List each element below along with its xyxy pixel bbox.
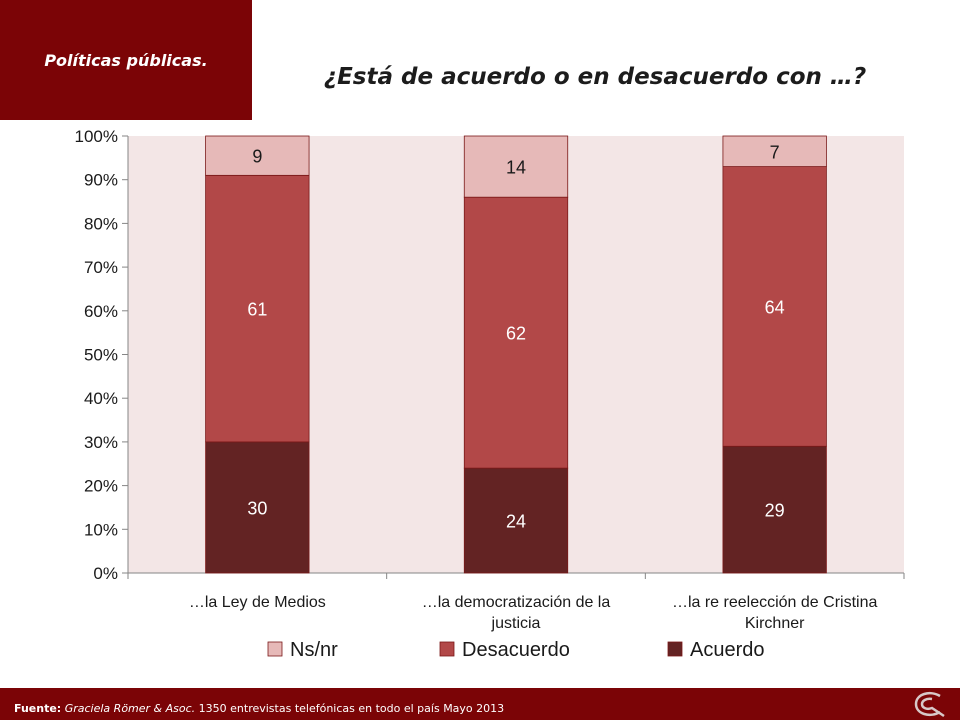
page-title: ¿Está de acuerdo o en desacuerdo con …? (323, 64, 867, 90)
bar-desacuerdo (722, 166, 827, 447)
y-tick-label: 50% (84, 346, 118, 365)
bar-acuerdo (722, 445, 827, 574)
legend-label: Desacuerdo (462, 639, 570, 661)
y-tick-label: 90% (84, 171, 118, 190)
category-label: …la re reelección de Cristina (672, 594, 878, 611)
y-tick-label: 60% (84, 302, 118, 321)
data-label: 9 (252, 147, 262, 167)
legend-swatch (667, 641, 683, 657)
legend-swatch (439, 641, 455, 657)
y-tick-label: 0% (93, 564, 118, 583)
source-detail: 1350 entrevistas telefónicas en todo el … (195, 702, 505, 715)
data-label: 7 (770, 142, 780, 162)
y-tick-label: 100% (75, 127, 118, 146)
footer-bar: Fuente: Graciela Römer & Asoc. 1350 entr… (0, 688, 960, 720)
data-label: 14 (506, 158, 526, 178)
y-tick-label: 30% (84, 433, 118, 452)
stacked-bar-chart: 0% 10% 20% 30% 40% 50% 60% 70% 80% 90% 100% 30 61 9 …l… (75, 127, 905, 661)
legend-label: Acuerdo (690, 639, 765, 661)
y-tick-label: 20% (84, 477, 118, 496)
source-note: Fuente: Graciela Römer & Asoc. 1350 entr… (14, 702, 504, 715)
bar-desacuerdo (463, 196, 569, 469)
bar-ns-nr (463, 135, 569, 198)
bar-ns-nr (205, 135, 310, 176)
source-label: Fuente: (14, 702, 62, 715)
category-label: …la democratización de la (422, 594, 611, 611)
data-label: 30 (247, 498, 267, 518)
bar-ns-nr (722, 135, 827, 167)
category-label: …la Ley de Medios (189, 594, 326, 611)
legend-swatch (267, 641, 283, 657)
y-tick-label: 80% (84, 214, 118, 233)
data-label: 24 (506, 512, 526, 532)
gra-logo-icon (914, 692, 945, 718)
y-tick-label: 10% (84, 520, 118, 539)
legend-label: Ns/nr (290, 639, 338, 661)
category-label: justicia (491, 615, 541, 632)
data-label: 61 (247, 300, 267, 320)
bar-acuerdo (205, 441, 310, 574)
section-label: Políticas públicas. (0, 0, 252, 120)
y-tick-label: 40% (84, 389, 118, 408)
source-name: Graciela Römer & Asoc. (64, 702, 196, 715)
y-tick-label: 70% (84, 258, 118, 277)
category-label: Kirchner (745, 615, 805, 632)
bar-desacuerdo (205, 174, 310, 443)
bar-acuerdo (463, 467, 569, 574)
data-label: 64 (765, 297, 785, 317)
data-label: 29 (765, 501, 785, 521)
data-label: 62 (506, 324, 526, 344)
